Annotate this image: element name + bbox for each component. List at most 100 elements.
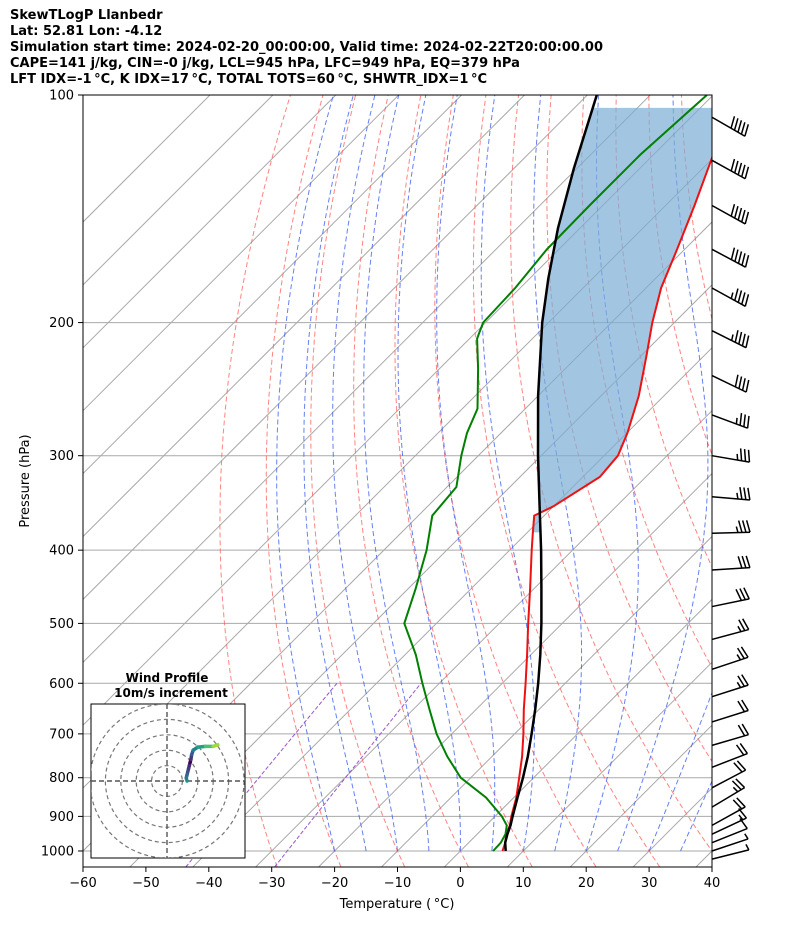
wind-barb-feather: [741, 555, 747, 569]
wind-barb-feather: [738, 331, 743, 345]
wind-barb-feather: [741, 674, 749, 686]
wind-barb-staff: [711, 838, 749, 852]
isotherm--20: [318, 472, 712, 867]
wind-barb-half-feather: [737, 625, 742, 632]
wind-barb-feather: [737, 207, 743, 221]
wind-barbs: [711, 116, 751, 860]
wind-barb-feather: [737, 675, 746, 687]
hodograph-title: Wind Profile: [126, 671, 209, 685]
wind-barb-staff: [711, 374, 747, 393]
moist-adiabat: [480, 95, 535, 852]
dry-adiabat: [353, 95, 469, 867]
x-tick-label: 10: [515, 876, 532, 891]
wind-barb-staff: [711, 817, 747, 835]
wind-barb-feather: [747, 487, 751, 501]
y-tick-label: 600: [49, 677, 74, 692]
wind-barb-feather: [741, 699, 749, 711]
wind-barb-feather: [730, 204, 736, 217]
moist-adiabat: [680, 779, 712, 852]
isotherm--90: [83, 95, 651, 663]
sounding-profiles: [403, 95, 712, 852]
wind-barb-feather: [733, 118, 739, 131]
wind-barb-half-feather: [732, 786, 739, 793]
hodograph-subtitle: 10m/s increment: [114, 686, 228, 700]
indices-line-2: LFT IDX=-1 °C, K IDX=17 °C, TOTAL TOTS=6…: [10, 72, 488, 87]
wind-barb-staff: [711, 598, 750, 608]
y-tick-label: 100: [49, 89, 74, 104]
wind-barb-staff: [711, 849, 750, 860]
dry-adiabat: [394, 95, 533, 867]
x-tick-label: −20: [321, 876, 348, 891]
isotherm--10: [381, 535, 712, 867]
wind-barb-feather: [734, 374, 739, 388]
y-axis-label: Pressure (hPa): [18, 434, 33, 527]
dry-adiabat: [779, 95, 794, 867]
moist-adiabat: [617, 95, 709, 852]
wind-barb-feather: [732, 799, 743, 810]
wind-barb-feather: [739, 487, 743, 500]
x-tick-label: −50: [132, 876, 159, 891]
dry-adiabat: [472, 95, 661, 867]
chart-title: SkewTLogP Llanbedr: [10, 8, 163, 23]
x-tick-label: 20: [578, 876, 595, 891]
wind-barb-half-feather: [730, 292, 734, 299]
wind-barb-half-feather: [744, 833, 749, 840]
wind-barb-staff: [711, 806, 746, 827]
wind-barb-feather: [736, 647, 745, 659]
isotherm--140: [83, 95, 337, 349]
wind-barb-feather: [741, 378, 746, 391]
hodograph-segment: [211, 743, 220, 749]
dry-adiabat: [510, 95, 712, 852]
y-tick-label: 1000: [41, 844, 74, 859]
wind-barb-staff: [711, 566, 750, 571]
wind-barb-staff: [711, 159, 746, 180]
isotherm--120: [83, 95, 462, 475]
wind-barb-feather: [744, 294, 750, 307]
isotherm--110: [83, 95, 525, 538]
moist-adiabat: [363, 95, 430, 852]
wind-barb-feather: [744, 166, 750, 179]
wind-barb-feather: [745, 335, 750, 348]
wind-barb-feather: [741, 520, 747, 533]
wind-barb-feather: [741, 333, 746, 347]
wind-barb-feather: [730, 158, 736, 172]
wind-barb-staff: [711, 330, 747, 349]
wind-barb-half-feather: [736, 681, 742, 688]
isotherm-20: [569, 724, 712, 867]
wind-barb-feather: [737, 520, 743, 533]
wind-barb-staff: [711, 414, 748, 429]
cape-area: [532, 107, 712, 533]
wind-barb-feather: [737, 162, 743, 176]
y-tick-label: 700: [49, 727, 74, 742]
wind-barb-feather: [730, 247, 736, 260]
wind-barb-staff: [711, 769, 746, 789]
wind-barb-staff: [711, 709, 749, 723]
dry-adiabat: [648, 95, 712, 457]
wind-barb-feather: [741, 253, 746, 266]
wind-barb-staff: [711, 531, 751, 535]
wind-barb-feather: [736, 760, 747, 771]
wind-barb-feather: [734, 249, 739, 262]
wind-barb-feather: [747, 449, 751, 463]
x-tick-label: −10: [384, 876, 411, 891]
wind-barb-staff: [711, 204, 746, 225]
wind-barb-feather: [739, 588, 746, 601]
wind-barb-feather: [737, 251, 743, 264]
wind-barb-staff: [711, 656, 749, 671]
y-tick-label: 400: [49, 544, 74, 559]
y-tick-label: 300: [49, 449, 74, 464]
x-tick-label: 40: [704, 876, 721, 891]
wind-barb-staff: [711, 496, 750, 501]
wind-barb-feather: [743, 487, 747, 500]
moist-adiabat: [648, 691, 712, 852]
wind-barb-feather: [743, 414, 746, 427]
wind-barb-half-feather: [736, 492, 739, 500]
wind-barb-feather: [741, 723, 750, 736]
wind-barb-staff: [711, 684, 749, 698]
wind-barb-feather: [737, 700, 746, 713]
y-tick-label: 900: [49, 810, 74, 825]
wind-barb-feather: [739, 742, 749, 754]
wind-barb-feather: [737, 290, 743, 303]
wind-barb-staff: [711, 248, 746, 268]
wind-barb-feather: [741, 292, 746, 305]
